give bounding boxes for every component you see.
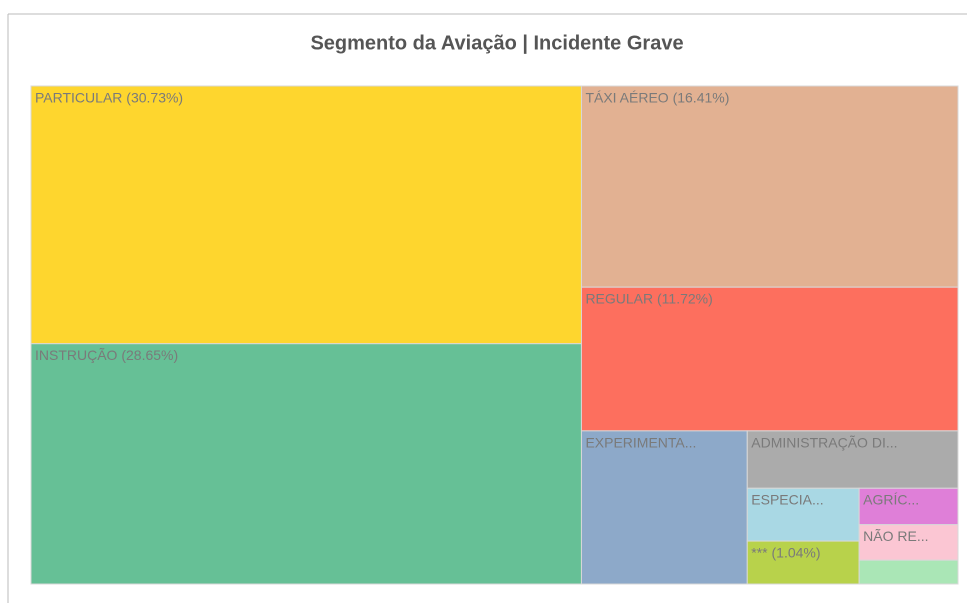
tile xyxy=(580,85,959,288)
tile xyxy=(30,343,582,585)
tile-label: AGRÍC... xyxy=(863,492,919,508)
chart-title: Segmento da Aviação | Incidente Grave xyxy=(310,33,683,55)
tile xyxy=(580,286,959,432)
tile-label: ADMINISTRAÇÃO DI... xyxy=(751,434,897,450)
tile xyxy=(580,430,748,585)
tile xyxy=(858,487,959,526)
tile-label: TÁXI AÉREO (16.41%) xyxy=(585,89,729,105)
tile xyxy=(858,559,959,585)
tile xyxy=(746,487,860,542)
tile xyxy=(30,85,582,345)
tile-label: REGULAR (11.72%) xyxy=(585,291,712,307)
tile-label: PARTICULAR (30.73%) xyxy=(35,89,183,105)
tile xyxy=(858,524,959,561)
tile xyxy=(746,540,860,585)
tile-label: NÃO RE... xyxy=(863,528,928,544)
tile-label: EXPERIMENTA... xyxy=(585,434,696,450)
tile-label: *** (1.04%) xyxy=(751,544,820,560)
tile-label: INSTRUÇÃO (28.65%) xyxy=(35,347,178,363)
tile-label: ESPECIA... xyxy=(751,492,823,508)
tile xyxy=(746,430,959,489)
